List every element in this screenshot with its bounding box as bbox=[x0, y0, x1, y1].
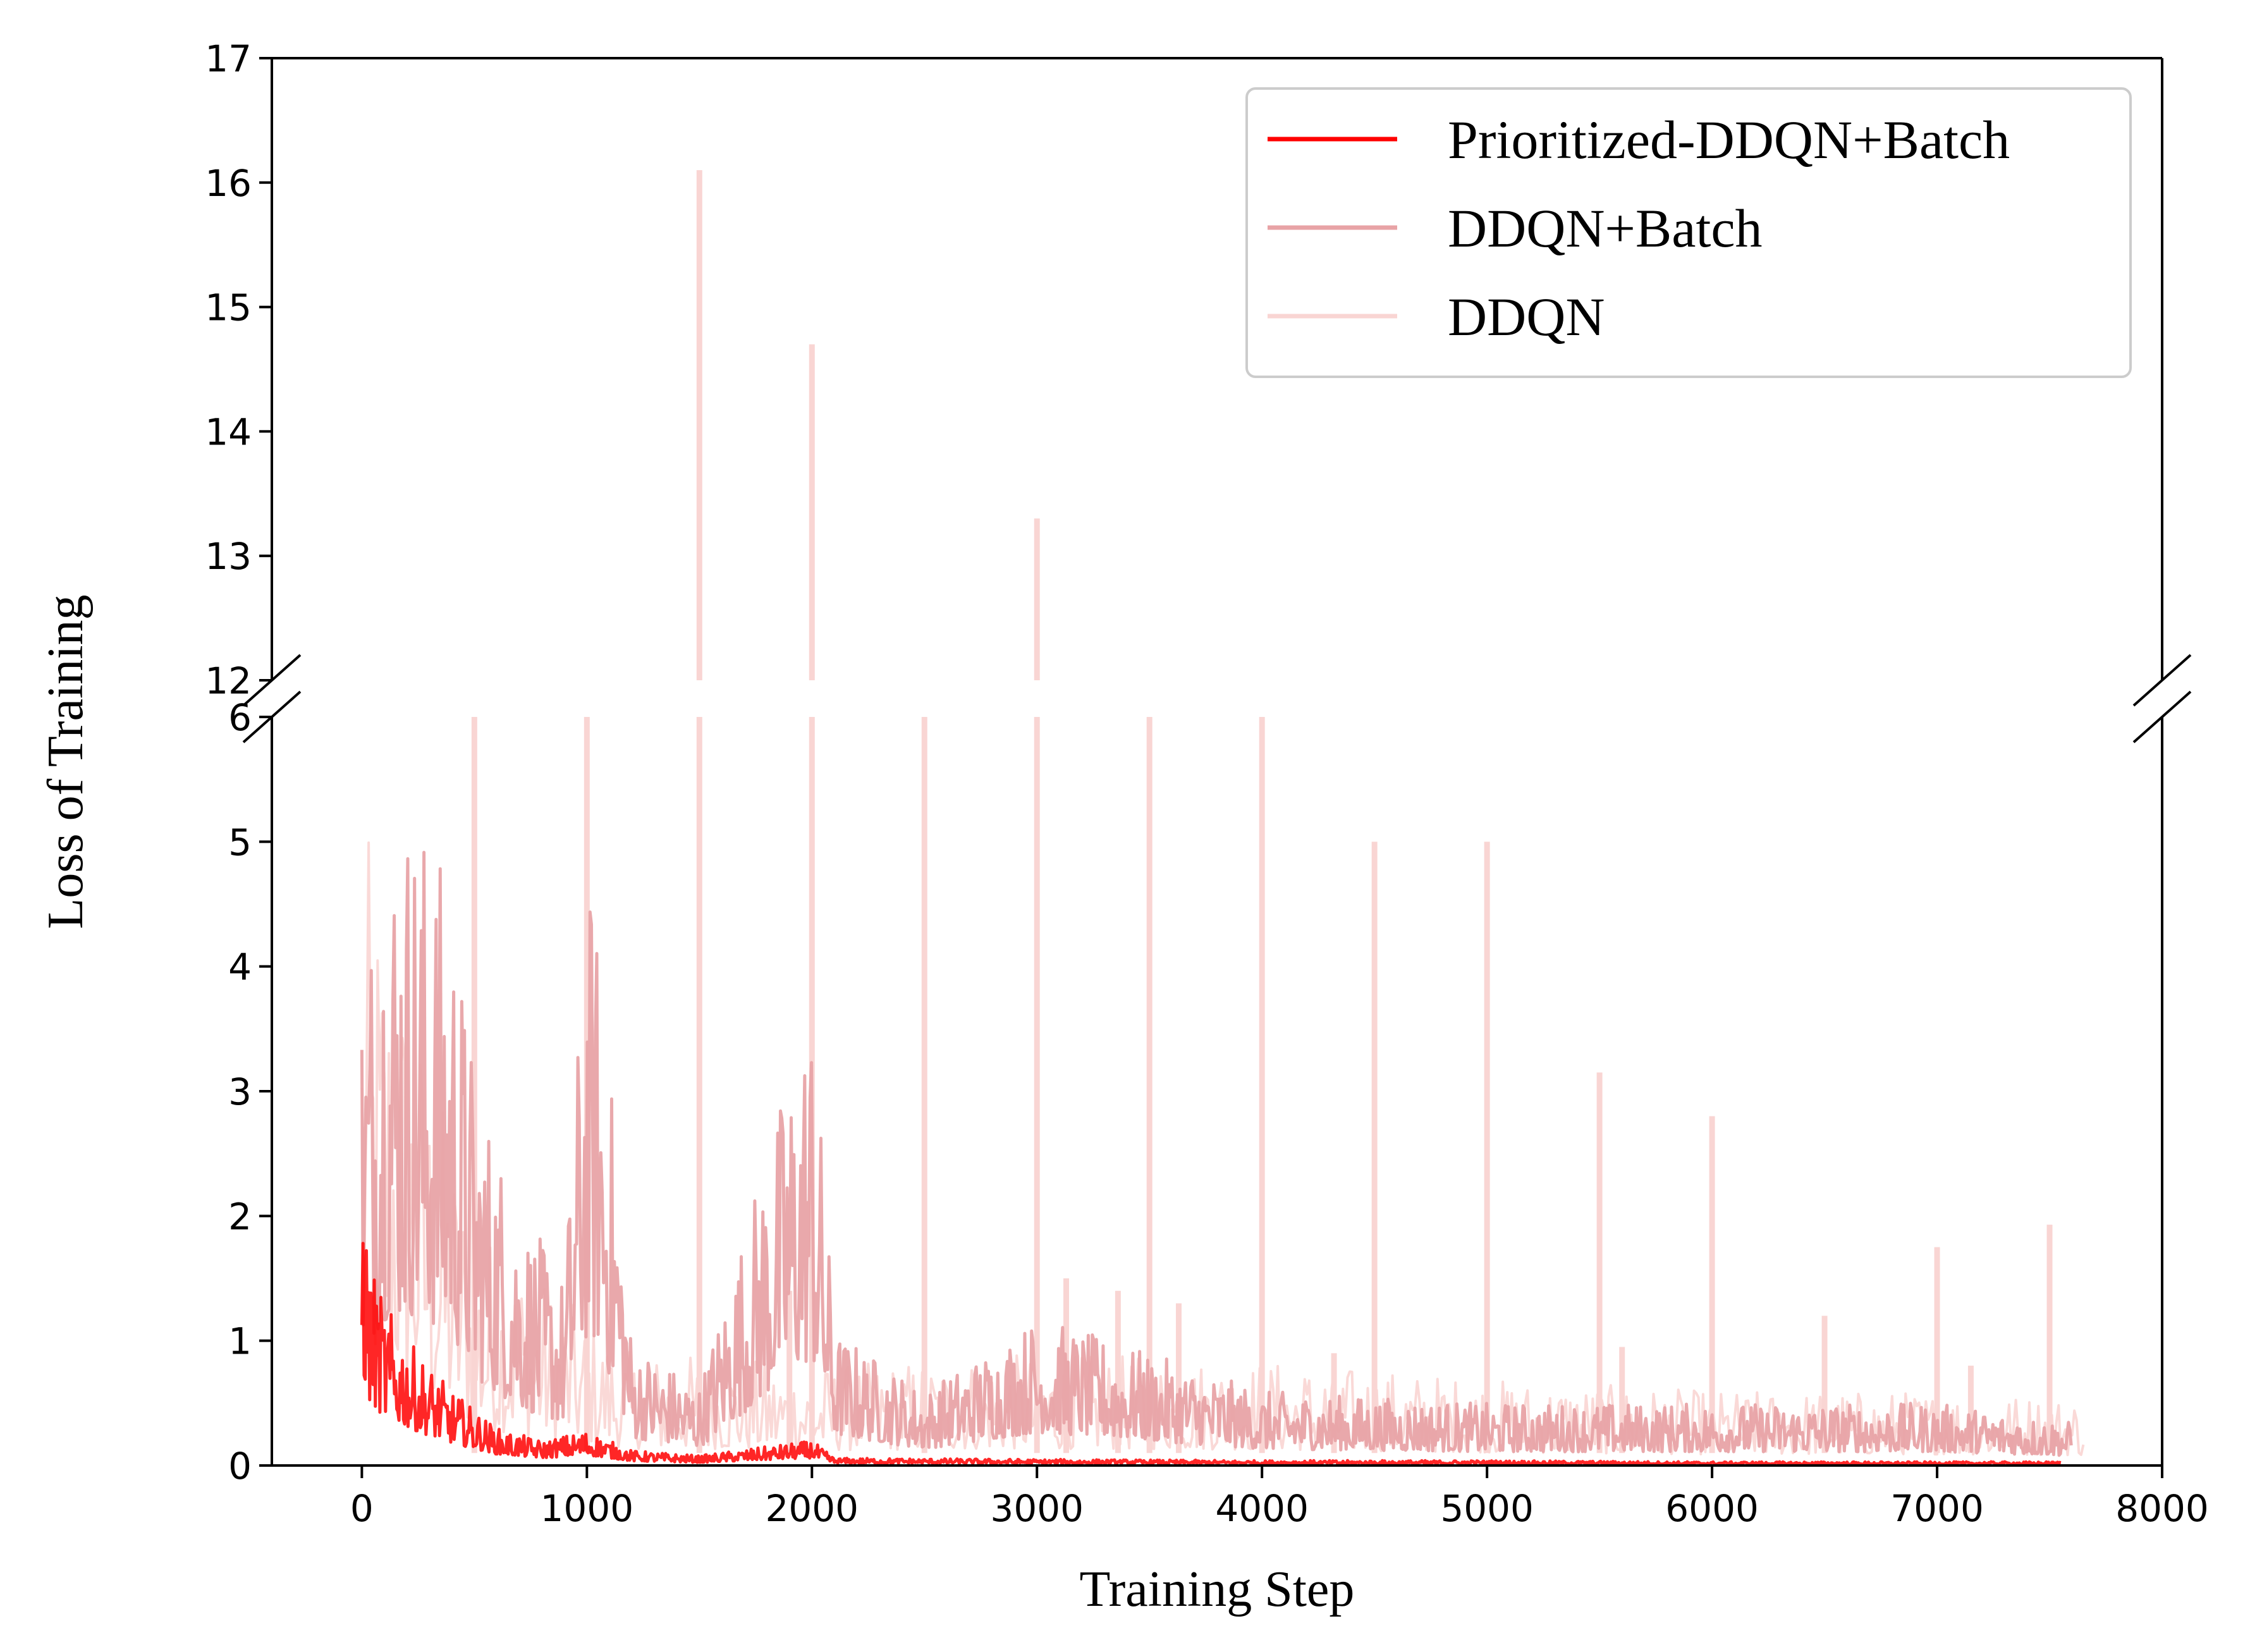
x-tick-label: 4000 bbox=[1215, 1487, 1309, 1530]
lower-y-tick-label: 4 bbox=[228, 946, 252, 989]
upper-y-tick-label: 16 bbox=[205, 162, 252, 205]
lower-y-tick-label: 3 bbox=[228, 1070, 252, 1113]
legend-label-ddqn-batch: DDQN+Batch bbox=[1448, 198, 1763, 259]
x-ticks: 0 1000 2000 3000 4000 5000 6000 7000 8000 bbox=[350, 1465, 2209, 1530]
upper-plot-panel bbox=[696, 170, 1040, 680]
upper-y-tick-label: 12 bbox=[205, 659, 252, 702]
upper-y-ticks: 12 13 14 15 16 17 bbox=[205, 37, 272, 702]
x-tick-label: 3000 bbox=[990, 1487, 1084, 1530]
upper-y-tick-label: 13 bbox=[205, 535, 252, 578]
lower-y-tick-label: 6 bbox=[228, 696, 252, 739]
lower-y-tick-label: 5 bbox=[228, 821, 252, 864]
axis-break-marks bbox=[242, 654, 2192, 743]
legend-label-ddqn: DDQN bbox=[1448, 286, 1605, 347]
x-tick-label: 6000 bbox=[1665, 1487, 1759, 1530]
lower-y-tick-label: 2 bbox=[228, 1195, 252, 1238]
x-tick-label: 0 bbox=[350, 1487, 374, 1530]
series-line-ddqn-batch bbox=[360, 850, 2073, 1457]
x-tick-label: 5000 bbox=[1440, 1487, 1534, 1530]
upper-y-tick-label: 15 bbox=[205, 286, 252, 329]
lower-plot-panel bbox=[360, 717, 2085, 1465]
lower-y-ticks: 0 1 2 3 4 5 6 bbox=[228, 696, 272, 1488]
upper-axes-frame bbox=[271, 57, 2163, 680]
x-tick-label: 7000 bbox=[1890, 1487, 1984, 1530]
x-tick-label: 8000 bbox=[2115, 1487, 2209, 1530]
legend-box bbox=[1245, 87, 2132, 378]
upper-y-tick-label: 14 bbox=[205, 410, 252, 453]
x-tick-label: 2000 bbox=[765, 1487, 859, 1530]
lower-y-tick-label: 0 bbox=[228, 1445, 252, 1488]
lower-y-tick-label: 1 bbox=[228, 1320, 252, 1363]
legend-label-prioritized-ddqn-batch: Prioritized-DDQN+Batch bbox=[1448, 109, 2010, 170]
x-tick-label: 1000 bbox=[541, 1487, 634, 1530]
upper-y-tick-label: 17 bbox=[205, 37, 252, 80]
legend: Prioritized-DDQN+Batch DDQN+Batch DDQN bbox=[1245, 87, 2132, 378]
x-axis-label: Training Step bbox=[1080, 1562, 1355, 1617]
series-line-prioritized-ddqn-batch bbox=[360, 1242, 2062, 1465]
y-axis-label: Loss of Training bbox=[38, 595, 94, 929]
